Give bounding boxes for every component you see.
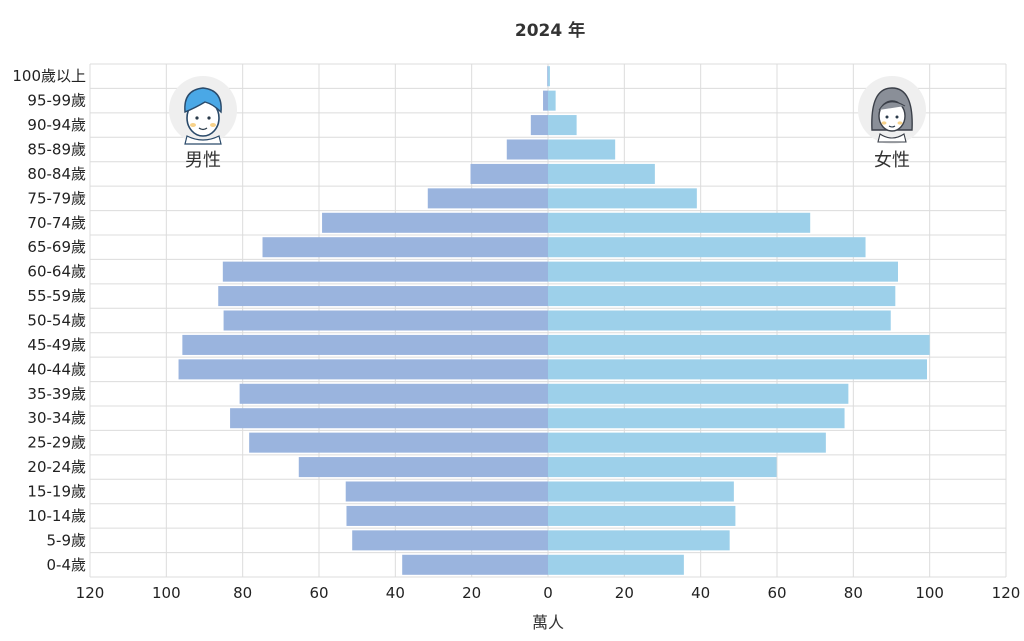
- chart-title: 2024 年: [515, 20, 585, 41]
- female-bar: [548, 212, 811, 233]
- y-tick-label: 65-69歲: [27, 238, 86, 256]
- x-tick-label: 60: [767, 584, 786, 602]
- male-bar: [178, 359, 548, 380]
- x-tick-label: 80: [233, 584, 252, 602]
- male-bar: [239, 383, 548, 404]
- x-tick-label: 120: [76, 584, 105, 602]
- male-label: 男性: [185, 150, 221, 171]
- male-bar: [262, 237, 548, 258]
- y-tick-label: 55-59歲: [27, 287, 86, 305]
- y-tick-label: 40-44歲: [27, 360, 86, 378]
- x-axis-ticks: 120 100 80 60 40 20 0 20 40 60 80 100 120: [76, 584, 1021, 602]
- female-bar: [548, 90, 556, 111]
- female-bar: [548, 334, 930, 355]
- female-bar: [548, 359, 927, 380]
- female-bar: [548, 188, 697, 209]
- male-bar: [322, 212, 548, 233]
- female-bar: [548, 163, 655, 184]
- y-tick-label: 75-79歲: [27, 189, 86, 207]
- y-tick-label: 50-54歲: [27, 312, 86, 330]
- x-tick-label: 100: [915, 584, 944, 602]
- bars: [178, 66, 930, 575]
- female-bar: [548, 261, 898, 282]
- x-tick-label: 0: [543, 584, 553, 602]
- y-tick-label: 85-89歲: [27, 141, 86, 159]
- y-tick-label: 45-49歲: [27, 336, 86, 354]
- x-tick-label: 100: [152, 584, 181, 602]
- male-bar: [402, 554, 548, 575]
- female-bar: [548, 432, 826, 453]
- male-bar: [506, 139, 548, 160]
- female-bar: [548, 286, 896, 307]
- y-tick-label: 20-24歲: [27, 458, 86, 476]
- male-bar: [530, 115, 548, 136]
- male-bar: [218, 286, 549, 307]
- male-bar: [346, 505, 548, 526]
- female-label: 女性: [874, 150, 910, 171]
- female-bar: [548, 383, 849, 404]
- y-tick-label: 80-84歲: [27, 165, 86, 183]
- grid-lines: [89, 63, 1007, 578]
- female-bar: [548, 457, 777, 478]
- male-bar: [352, 530, 548, 551]
- y-tick-label: 5-9歲: [47, 531, 87, 549]
- female-bar: [548, 237, 866, 258]
- male-avatar-icon: [169, 76, 237, 145]
- male-bar: [427, 188, 548, 209]
- x-tick-label: 20: [462, 584, 481, 602]
- male-bar: [223, 310, 549, 331]
- y-tick-label: 60-64歲: [27, 263, 86, 281]
- x-tick-label: 20: [615, 584, 634, 602]
- male-bar: [543, 90, 548, 111]
- y-tick-label: 10-14歲: [27, 507, 86, 525]
- female-bar: [548, 554, 684, 575]
- male-bar: [182, 334, 548, 355]
- y-tick-label: 35-39歲: [27, 385, 86, 403]
- female-bar: [548, 310, 891, 331]
- female-bar: [548, 115, 577, 136]
- y-tick-label: 15-19歲: [27, 483, 86, 501]
- female-bar: [548, 139, 616, 160]
- y-axis-ticks: 100歲以上 95-99歲 90-94歲 85-89歲 80-84歲 75-79歲 70-7…: [12, 67, 86, 574]
- y-tick-label: 90-94歲: [27, 116, 86, 134]
- x-tick-label: 120: [992, 584, 1021, 602]
- female-bar: [548, 505, 736, 526]
- female-bar: [548, 530, 730, 551]
- x-axis-label: 萬人: [532, 613, 564, 632]
- female-bar: [548, 481, 734, 502]
- male-bar: [230, 408, 549, 429]
- male-bar: [222, 261, 548, 282]
- y-tick-label: 0-4歲: [47, 556, 87, 574]
- x-tick-label: 40: [691, 584, 710, 602]
- y-tick-label: 70-74歲: [27, 214, 86, 232]
- x-tick-label: 40: [386, 584, 405, 602]
- male-bar: [249, 432, 548, 453]
- male-bar: [298, 457, 548, 478]
- male-bar: [470, 163, 548, 184]
- male-bar: [547, 66, 548, 87]
- y-tick-label: 100歲以上: [12, 67, 86, 85]
- x-tick-label: 60: [309, 584, 328, 602]
- x-tick-label: 80: [844, 584, 863, 602]
- female-bar: [548, 408, 845, 429]
- y-tick-label: 30-34歲: [27, 409, 86, 427]
- female-avatar-icon: [858, 76, 926, 144]
- female-bar: [548, 66, 550, 87]
- y-tick-label: 95-99歲: [27, 92, 86, 110]
- male-bar: [345, 481, 548, 502]
- y-tick-label: 25-29歲: [27, 434, 86, 452]
